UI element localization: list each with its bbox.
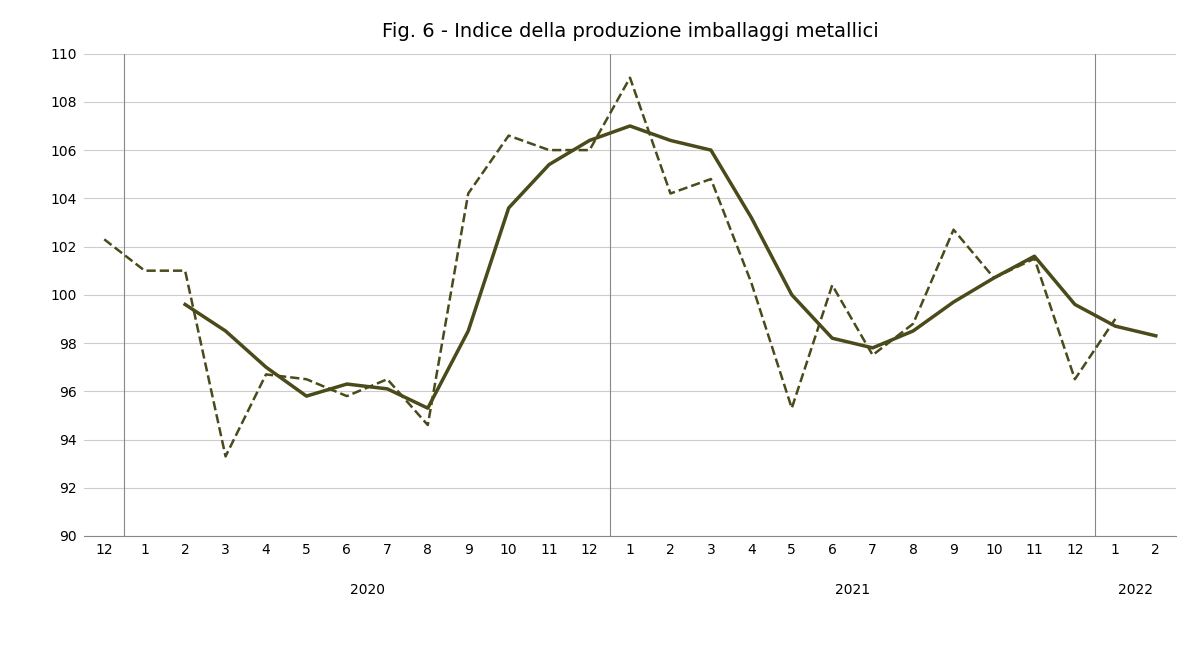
Line: Indice produzione imballaggi metallici: Indice produzione imballaggi metallici bbox=[104, 78, 1115, 456]
Media mobile 3 mesi imballaggi metallici bbox=[380, 385, 395, 393]
Media mobile 3 mesi imballaggi metallici bbox=[623, 122, 637, 130]
Media mobile 3 mesi imballaggi metallici bbox=[986, 274, 1001, 282]
Media mobile 3 mesi imballaggi metallici bbox=[178, 300, 192, 308]
Media mobile 3 mesi imballaggi metallici bbox=[1027, 252, 1042, 260]
Indice produzione imballaggi metallici bbox=[259, 371, 274, 379]
Text: 2022: 2022 bbox=[1118, 583, 1153, 597]
Indice produzione imballaggi metallici bbox=[744, 279, 758, 287]
Media mobile 3 mesi imballaggi metallici bbox=[582, 137, 596, 145]
Indice produzione imballaggi metallici bbox=[986, 274, 1001, 282]
Media mobile 3 mesi imballaggi metallici bbox=[542, 161, 557, 169]
Media mobile 3 mesi imballaggi metallici bbox=[744, 214, 758, 222]
Media mobile 3 mesi imballaggi metallici bbox=[703, 146, 718, 154]
Indice produzione imballaggi metallici bbox=[299, 375, 313, 383]
Title: Fig. 6 - Indice della produzione imballaggi metallici: Fig. 6 - Indice della produzione imballa… bbox=[382, 22, 878, 41]
Indice produzione imballaggi metallici bbox=[906, 320, 920, 328]
Indice produzione imballaggi metallici bbox=[380, 375, 395, 383]
Media mobile 3 mesi imballaggi metallici bbox=[461, 327, 475, 335]
Media mobile 3 mesi imballaggi metallici bbox=[340, 380, 354, 388]
Media mobile 3 mesi imballaggi metallici bbox=[1068, 300, 1082, 308]
Media mobile 3 mesi imballaggi metallici bbox=[1108, 322, 1122, 330]
Indice produzione imballaggi metallici bbox=[703, 175, 718, 183]
Media mobile 3 mesi imballaggi metallici bbox=[299, 392, 313, 400]
Indice produzione imballaggi metallici bbox=[623, 74, 637, 82]
Media mobile 3 mesi imballaggi metallici bbox=[218, 327, 233, 335]
Media mobile 3 mesi imballaggi metallici bbox=[947, 298, 961, 306]
Indice produzione imballaggi metallici bbox=[865, 351, 880, 359]
Indice produzione imballaggi metallici bbox=[420, 421, 434, 429]
Indice produzione imballaggi metallici bbox=[138, 267, 152, 275]
Media mobile 3 mesi imballaggi metallici bbox=[1148, 332, 1163, 340]
Indice produzione imballaggi metallici bbox=[664, 190, 678, 198]
Line: Media mobile 3 mesi imballaggi metallici: Media mobile 3 mesi imballaggi metallici bbox=[185, 126, 1156, 408]
Media mobile 3 mesi imballaggi metallici bbox=[826, 334, 840, 342]
Media mobile 3 mesi imballaggi metallici bbox=[664, 137, 678, 145]
Indice produzione imballaggi metallici bbox=[826, 281, 840, 289]
Indice produzione imballaggi metallici bbox=[502, 131, 516, 139]
Indice produzione imballaggi metallici bbox=[218, 452, 233, 460]
Indice produzione imballaggi metallici bbox=[97, 235, 112, 243]
Indice produzione imballaggi metallici bbox=[1027, 255, 1042, 263]
Indice produzione imballaggi metallici bbox=[582, 146, 596, 154]
Indice produzione imballaggi metallici bbox=[785, 404, 799, 412]
Indice produzione imballaggi metallici bbox=[461, 190, 475, 198]
Indice produzione imballaggi metallici bbox=[178, 267, 192, 275]
Indice produzione imballaggi metallici bbox=[340, 392, 354, 400]
Media mobile 3 mesi imballaggi metallici bbox=[865, 344, 880, 352]
Indice produzione imballaggi metallici bbox=[1108, 315, 1122, 323]
Media mobile 3 mesi imballaggi metallici bbox=[259, 363, 274, 371]
Media mobile 3 mesi imballaggi metallici bbox=[906, 327, 920, 335]
Media mobile 3 mesi imballaggi metallici bbox=[420, 404, 434, 412]
Media mobile 3 mesi imballaggi metallici bbox=[502, 204, 516, 212]
Media mobile 3 mesi imballaggi metallici bbox=[785, 291, 799, 299]
Indice produzione imballaggi metallici bbox=[1068, 375, 1082, 383]
Text: 2020: 2020 bbox=[349, 583, 385, 597]
Text: 2021: 2021 bbox=[835, 583, 870, 597]
Indice produzione imballaggi metallici bbox=[947, 226, 961, 234]
Indice produzione imballaggi metallici bbox=[542, 146, 557, 154]
